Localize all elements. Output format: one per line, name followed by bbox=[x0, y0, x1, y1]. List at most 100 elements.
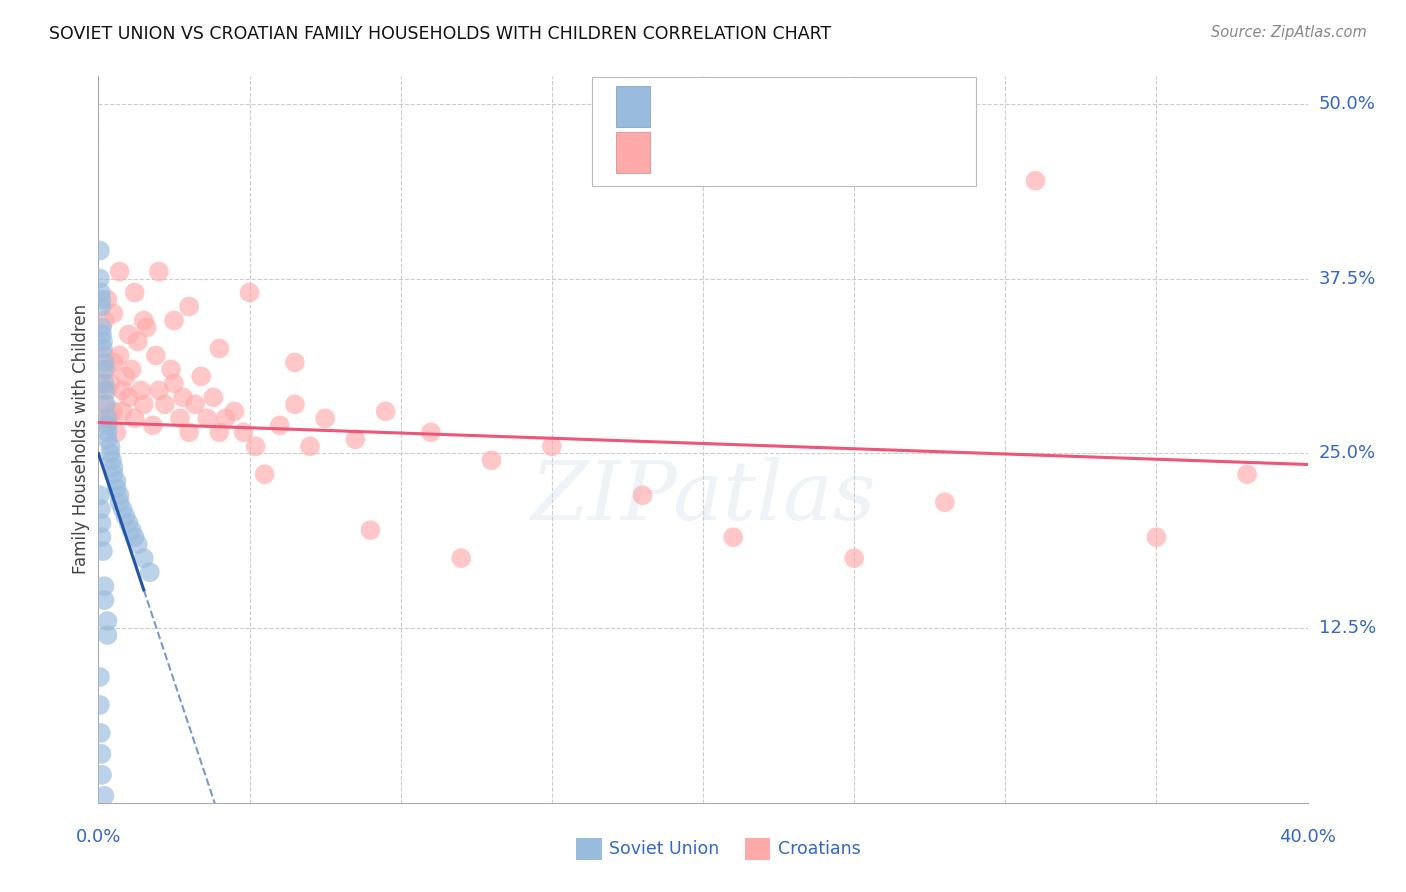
Point bbox=[90, 376, 112, 391]
Point bbox=[145, 348, 167, 362]
Point bbox=[91, 768, 114, 782]
Point bbox=[91, 320, 114, 334]
Point bbox=[179, 300, 201, 314]
Point bbox=[101, 453, 124, 467]
Point bbox=[124, 285, 146, 300]
Y-axis label: Family Households with Children: Family Households with Children bbox=[72, 304, 90, 574]
Point bbox=[89, 488, 111, 502]
Point bbox=[284, 355, 307, 369]
Point bbox=[108, 495, 131, 509]
Point bbox=[91, 544, 114, 558]
Point bbox=[631, 488, 654, 502]
Point bbox=[163, 376, 186, 391]
Point bbox=[124, 411, 146, 425]
Point bbox=[89, 670, 111, 684]
Point bbox=[103, 306, 125, 320]
Point bbox=[934, 495, 956, 509]
Point bbox=[169, 411, 191, 425]
Text: 37.5%: 37.5% bbox=[1319, 269, 1376, 287]
Text: -0.263: -0.263 bbox=[707, 97, 775, 116]
Point bbox=[118, 516, 141, 531]
Point bbox=[96, 425, 118, 440]
Point bbox=[94, 397, 117, 411]
Point bbox=[118, 327, 141, 342]
Point bbox=[374, 404, 396, 418]
Point bbox=[121, 523, 143, 537]
Point bbox=[450, 551, 472, 566]
Point bbox=[108, 264, 131, 278]
Point bbox=[90, 726, 112, 740]
Point bbox=[103, 404, 125, 418]
Point bbox=[114, 369, 136, 384]
Point bbox=[111, 384, 134, 398]
Point bbox=[90, 300, 112, 314]
Point bbox=[89, 698, 111, 712]
Text: -0.074: -0.074 bbox=[707, 144, 773, 162]
Point bbox=[90, 530, 112, 544]
Point bbox=[93, 376, 115, 391]
Point bbox=[118, 390, 141, 404]
Point bbox=[184, 397, 207, 411]
Point bbox=[314, 411, 336, 425]
Point bbox=[132, 397, 155, 411]
Point bbox=[239, 285, 262, 300]
Point bbox=[208, 425, 231, 440]
Point bbox=[540, 439, 562, 453]
Point bbox=[844, 551, 866, 566]
Point bbox=[100, 376, 122, 391]
Point bbox=[105, 425, 128, 440]
Point bbox=[103, 467, 125, 482]
Point bbox=[96, 432, 118, 446]
Point bbox=[124, 530, 146, 544]
Point bbox=[96, 293, 118, 307]
Point bbox=[129, 384, 152, 398]
Point bbox=[269, 418, 291, 433]
Point bbox=[224, 404, 246, 418]
Text: 72: 72 bbox=[841, 144, 866, 162]
Point bbox=[100, 446, 122, 460]
Point bbox=[132, 313, 155, 327]
Point bbox=[127, 334, 149, 349]
Point bbox=[105, 475, 128, 489]
Point bbox=[89, 271, 111, 285]
Point bbox=[90, 502, 112, 516]
Text: 12.5%: 12.5% bbox=[1319, 619, 1376, 637]
Point bbox=[723, 530, 745, 544]
Point bbox=[420, 425, 443, 440]
Point bbox=[90, 293, 112, 307]
Point bbox=[195, 411, 218, 425]
Point bbox=[481, 453, 503, 467]
Point bbox=[142, 418, 165, 433]
Point bbox=[1144, 530, 1167, 544]
Point bbox=[100, 411, 122, 425]
Point bbox=[96, 628, 118, 642]
Point bbox=[121, 362, 143, 376]
Point bbox=[93, 355, 115, 369]
Text: ZIPatlas: ZIPatlas bbox=[530, 458, 876, 538]
Point bbox=[93, 348, 115, 362]
Point bbox=[127, 537, 149, 551]
Point bbox=[90, 411, 112, 425]
Point bbox=[148, 264, 170, 278]
Point bbox=[148, 384, 170, 398]
Point bbox=[208, 342, 231, 356]
Point bbox=[190, 369, 212, 384]
Point bbox=[103, 460, 125, 475]
Point bbox=[105, 481, 128, 495]
Text: SOVIET UNION VS CROATIAN FAMILY HOUSEHOLDS WITH CHILDREN CORRELATION CHART: SOVIET UNION VS CROATIAN FAMILY HOUSEHOL… bbox=[49, 25, 831, 43]
Text: 40.0%: 40.0% bbox=[1279, 828, 1336, 846]
Point bbox=[232, 425, 254, 440]
Text: 0.0%: 0.0% bbox=[76, 828, 121, 846]
Point bbox=[103, 355, 125, 369]
Point bbox=[96, 418, 118, 433]
Point bbox=[90, 747, 112, 761]
Point bbox=[94, 384, 117, 398]
Point bbox=[90, 516, 112, 531]
Point bbox=[202, 390, 225, 404]
Point bbox=[114, 509, 136, 524]
Point bbox=[179, 425, 201, 440]
Point bbox=[139, 565, 162, 579]
Point bbox=[93, 593, 115, 607]
Point bbox=[93, 789, 115, 803]
Point bbox=[245, 439, 267, 453]
